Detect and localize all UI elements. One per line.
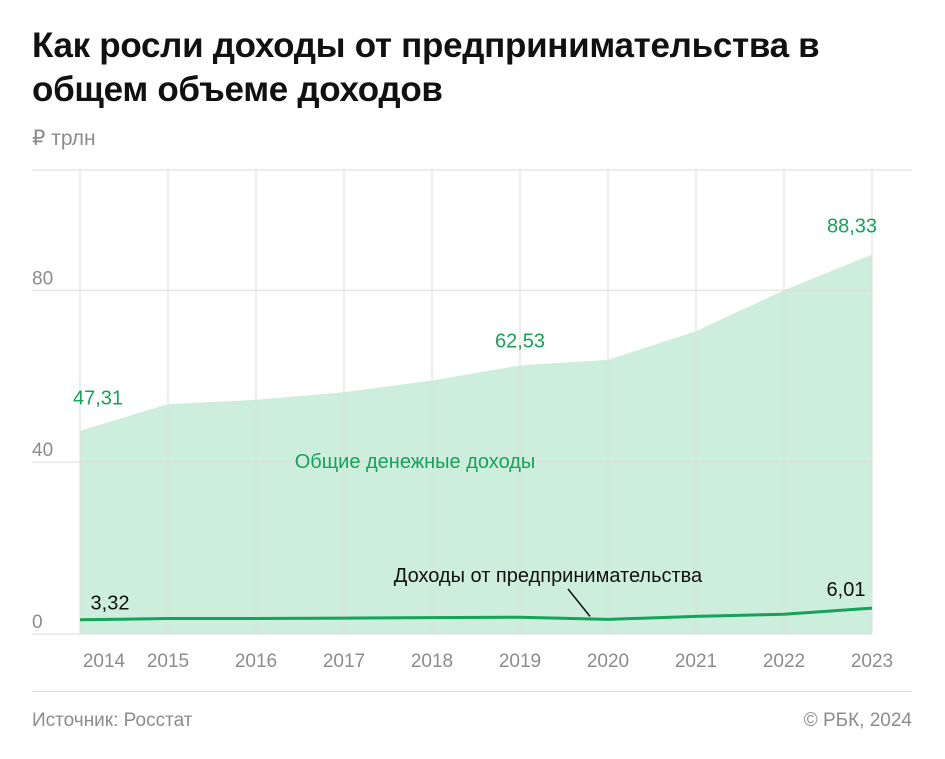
y-tick-label: 0: [32, 612, 43, 633]
unit-label: ₽ трлн: [32, 127, 96, 150]
line-entrepreneurship-income: [79, 606, 873, 622]
x-tick-label: 2017: [323, 651, 365, 672]
footer-divider: [32, 691, 912, 692]
area-value-label: 88,33: [827, 216, 877, 238]
x-tick-label: 2016: [235, 651, 277, 672]
line-value-label: 6,01: [827, 579, 866, 601]
source-text: Источник: Росстат: [32, 710, 193, 731]
y-tick-label: 40: [32, 440, 53, 461]
y-tick-label: 80: [32, 268, 53, 289]
area-value-label: 47,31: [73, 388, 123, 410]
x-tick-label: 2018: [411, 651, 453, 672]
x-tick-label: 2019: [499, 651, 541, 672]
x-tick-label: 2022: [763, 651, 805, 672]
copyright-text: © РБК, 2024: [803, 710, 912, 731]
area-value-label: 62,53: [495, 330, 545, 352]
series-label-total-income: Общие денежные доходы: [295, 451, 536, 473]
x-tick-label: 2023: [851, 651, 893, 672]
area-total-income: [80, 254, 872, 634]
series-label-entrepreneurship: Доходы от предпринимательства: [394, 565, 703, 587]
line-value-label: 3,32: [91, 593, 130, 615]
x-tick-label: 2021: [675, 651, 717, 672]
x-tick-label: 2015: [147, 651, 189, 672]
x-tick-label: 2020: [587, 651, 629, 672]
label-leader-line: [567, 588, 591, 617]
chart-title: Как росли доходы от предпринимательства …: [32, 26, 820, 109]
chart-area: 0 40 80 2014 2015 2016 2017 2018 2019 2020 2021 202…: [32, 169, 912, 672]
x-tick-label: 2014: [83, 651, 126, 672]
